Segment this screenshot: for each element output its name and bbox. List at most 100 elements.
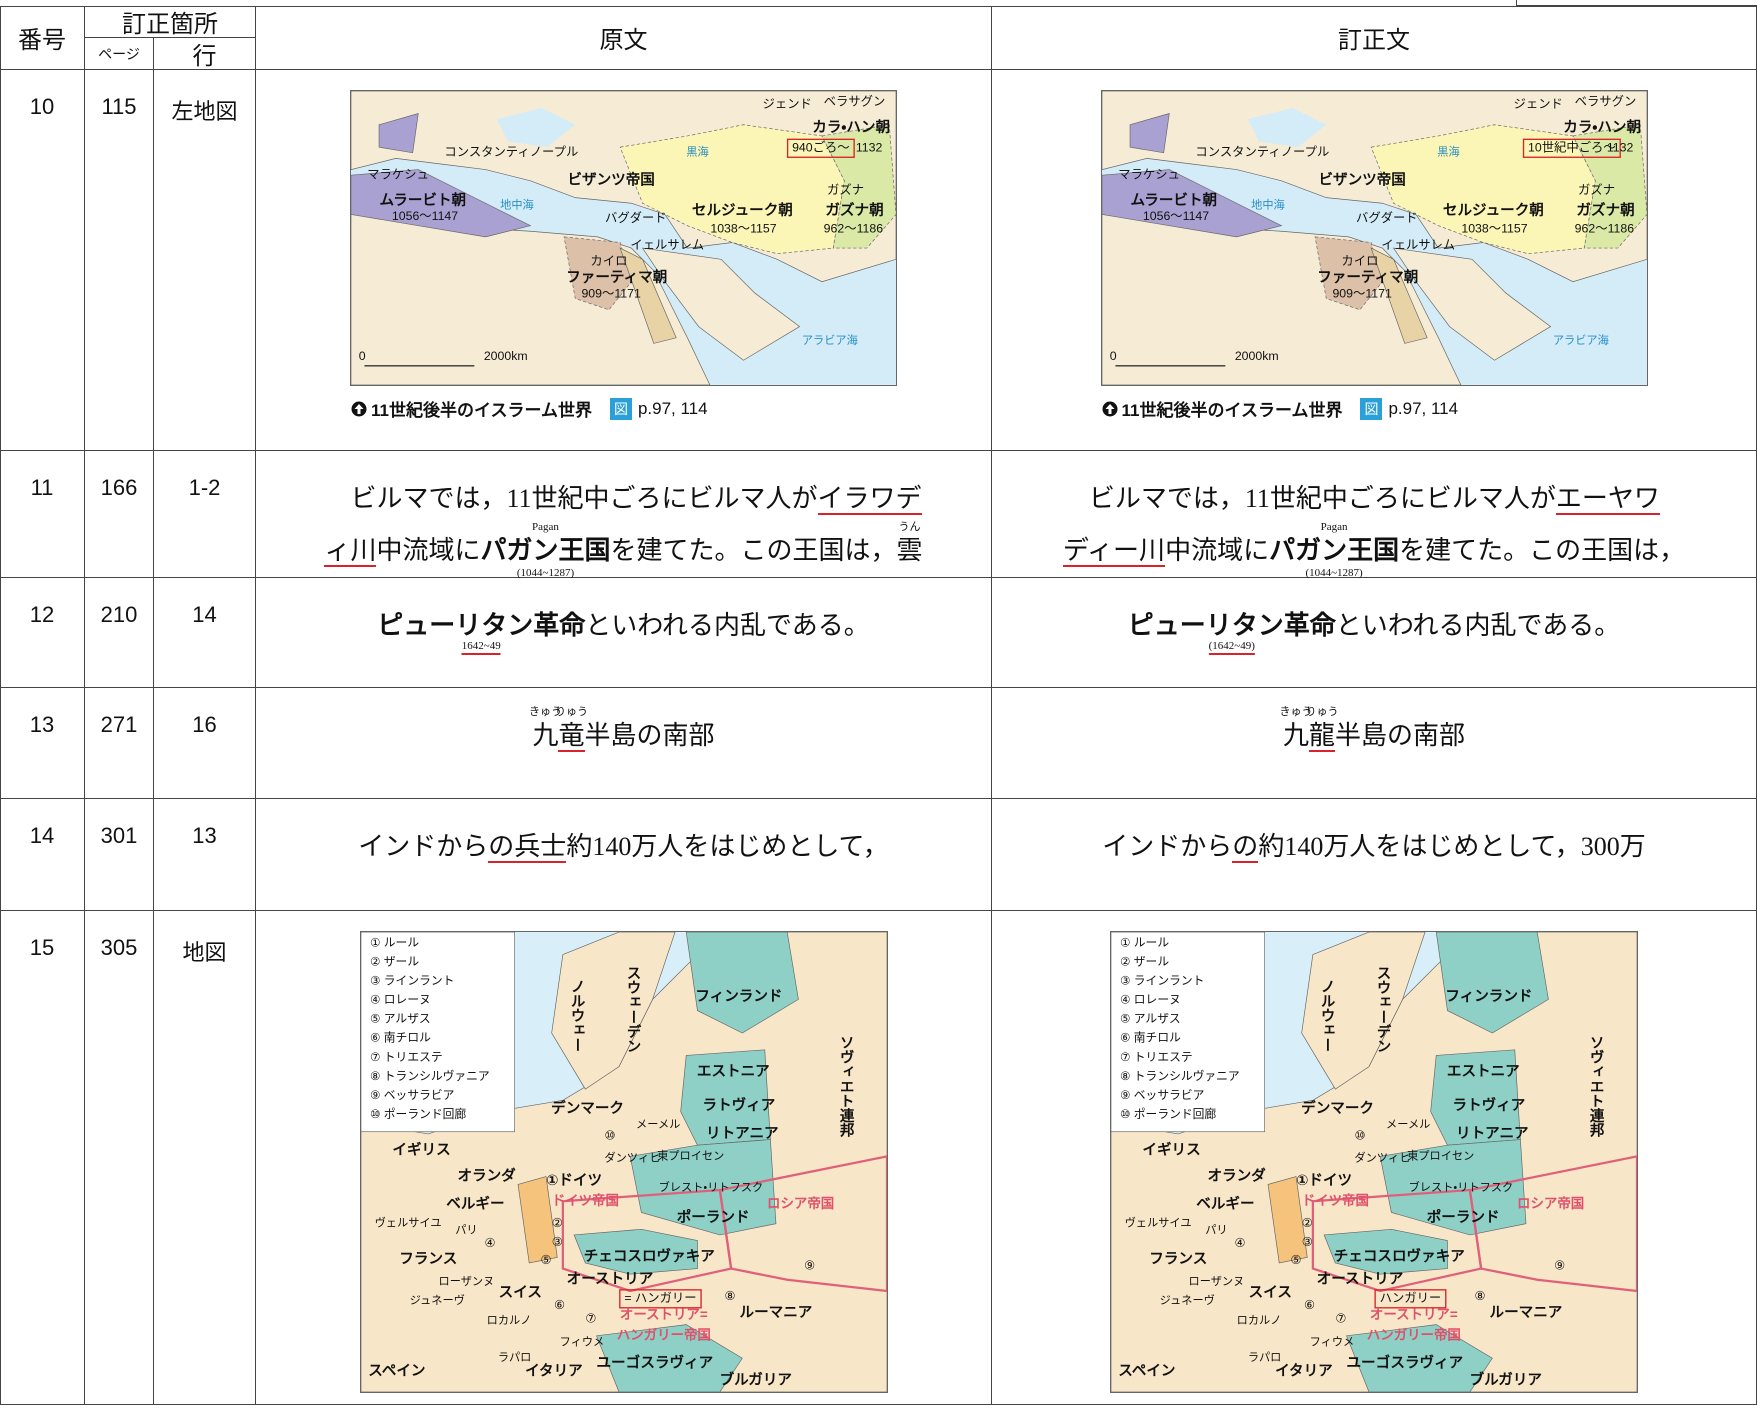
map-label: ビザンツ帝国	[567, 172, 654, 189]
text: 半島の南部	[1335, 721, 1466, 750]
map-label: ⑤ アルザス	[1120, 1013, 1181, 1026]
map-label: ⑧	[724, 1289, 735, 1303]
map-label: 10世紀中ごろ～	[1528, 140, 1616, 155]
text-line: ピューリタン革命 1642~49 といわれる内乱である。	[377, 600, 870, 656]
map-label: 2000km	[1234, 349, 1278, 363]
map-label: ベラサグン	[1574, 95, 1636, 109]
text-segment: ディー川	[1062, 535, 1166, 567]
header-text: 原文	[599, 28, 648, 54]
text-segment: ピューリタン革命 (1642~49)	[1128, 610, 1336, 656]
map-label: ⑥ 南チロル	[369, 1031, 430, 1045]
caption-badge: 図	[609, 397, 632, 420]
text: 九	[1282, 721, 1309, 750]
map-label: フィンランド	[1445, 989, 1532, 1005]
corrected-cell: 九 きゅう龍 りゅう 半島の南部	[992, 688, 1757, 799]
text-segment: 中流域に	[1165, 535, 1269, 566]
ruby: Pagan	[532, 521, 559, 533]
map-label: パリ	[1205, 1223, 1227, 1236]
text: 竜	[558, 721, 585, 752]
map-label: ④ ロレーヌ	[369, 994, 430, 1007]
map-label: オーストリア=	[619, 1307, 707, 1322]
map-region	[641, 247, 801, 361]
map-region	[1311, 1188, 1483, 1293]
text-segment: ピューリタン革命 1642~49	[377, 610, 586, 656]
map-label: ドイツ帝国	[551, 1192, 618, 1208]
map-label: カラ・ハン朝	[812, 119, 890, 136]
map-label: ダンツィヒ	[604, 1151, 660, 1165]
corrected-cell: ビルマでは，11世紀中ごろにビルマ人がエーヤワ ディー川中流域にパガン王国 Paga…	[992, 451, 1757, 579]
map-label: ローザンヌ	[438, 1275, 494, 1288]
row-page: 166	[100, 475, 138, 500]
map-label: ロシア帝国	[767, 1195, 834, 1211]
corner-box	[1516, 0, 1757, 6]
map-label: ポーランド	[676, 1208, 749, 1226]
row-cell: 16	[154, 688, 256, 799]
map-label: ①ドイツ	[1296, 1173, 1352, 1189]
map-label: エストニア	[1447, 1064, 1520, 1080]
map-region	[1468, 1155, 1637, 1293]
map-region	[619, 247, 677, 344]
map-label: バグダード	[605, 210, 667, 225]
text-segment: といわれる内乱である。	[585, 610, 869, 641]
map-label: イェルサレム	[1381, 238, 1455, 252]
row-cell: 12	[0, 578, 85, 688]
text: ィ川	[324, 536, 377, 567]
map-label: デンマーク	[1301, 1099, 1374, 1117]
map-label: バグダード	[1356, 210, 1418, 225]
row-cell: 1-2	[154, 451, 256, 578]
row-number: 15	[29, 935, 55, 960]
row-cell: 301	[85, 799, 154, 911]
corrected-cell: ピューリタン革命 (1642~49) といわれる内乱である。	[992, 578, 1757, 688]
map-label: フィウメ	[1310, 1336, 1355, 1349]
text-line: 九 きゅう龍 りゅう 半島の南部	[1279, 706, 1465, 762]
map-label: 0	[1109, 349, 1116, 363]
row-cell: 271	[85, 688, 154, 799]
map-label: ファーティマ朝	[566, 269, 667, 286]
ruby: りゅう	[1305, 706, 1339, 718]
text-segment: 約140万人をはじめとして，	[566, 831, 888, 862]
map-label: ①ドイツ	[546, 1173, 602, 1189]
text-segment: の	[1232, 831, 1259, 863]
map-label: ロシア帝国	[1517, 1195, 1584, 1211]
map-label: ブルガリア	[719, 1371, 791, 1389]
map: ① ルール ② ザール ③ ラインラント ④ ロレーヌ ⑤ アルザス ⑥ 南チロル ⑦ トリ…	[359, 931, 888, 1393]
map-region	[595, 1324, 743, 1392]
text-block: ビルマでは，11世紀中ごろにビルマ人がエーヤワ ディー川中流域にパガン王国 Paga…	[1062, 473, 1685, 579]
map-region	[1571, 124, 1647, 249]
map-label: ⑦ トリエステ	[1120, 1051, 1193, 1064]
map-label: ヴェルサイユ	[374, 1216, 441, 1230]
text: エーヤワ	[1555, 484, 1660, 515]
text: ビルマでは，11世紀中ごろにビルマ人が	[350, 484, 818, 513]
map-label: ⑤	[1291, 1253, 1302, 1267]
map-label: ③ ラインラント	[1120, 975, 1204, 988]
map-label: 黒海	[1437, 145, 1459, 159]
text: 中流域に	[376, 536, 481, 565]
map-label: ファーティマ朝	[1317, 269, 1418, 286]
text: ピューリタン革命	[377, 610, 586, 640]
map-label: ルーマニア	[739, 1305, 812, 1321]
text: イラワデ	[817, 484, 922, 515]
map-label: マラケシュ	[1118, 167, 1180, 181]
map-region	[1301, 932, 1426, 1090]
text-segment: 九きゅう	[1279, 706, 1312, 751]
text-segment: 半島の南部	[1335, 720, 1465, 751]
map-legend	[1111, 932, 1265, 1133]
map-label: ⑩ ポーランド回廊	[369, 1107, 465, 1121]
map-label: フランス	[399, 1251, 457, 1267]
header-cell: ページ	[85, 38, 154, 70]
original-cell: インドからの兵士約140万人をはじめとして，	[256, 799, 992, 911]
highlight-box	[1522, 138, 1621, 158]
ruby: きゅう	[1279, 706, 1313, 718]
text-segment: 九きゅう	[529, 706, 562, 751]
map-region	[1370, 247, 1428, 344]
map-label: フィンランド	[695, 989, 782, 1005]
highlight-box	[618, 1289, 702, 1309]
map-label: イギリス	[392, 1142, 450, 1159]
text-segment: を建てた。この王国は，	[611, 535, 897, 566]
caption-badge: 図	[1360, 397, 1383, 420]
map-label: スイス	[1249, 1285, 1292, 1301]
map-region	[718, 1155, 887, 1293]
map-region	[1129, 113, 1170, 154]
map-label: ラトヴィア	[702, 1096, 775, 1114]
